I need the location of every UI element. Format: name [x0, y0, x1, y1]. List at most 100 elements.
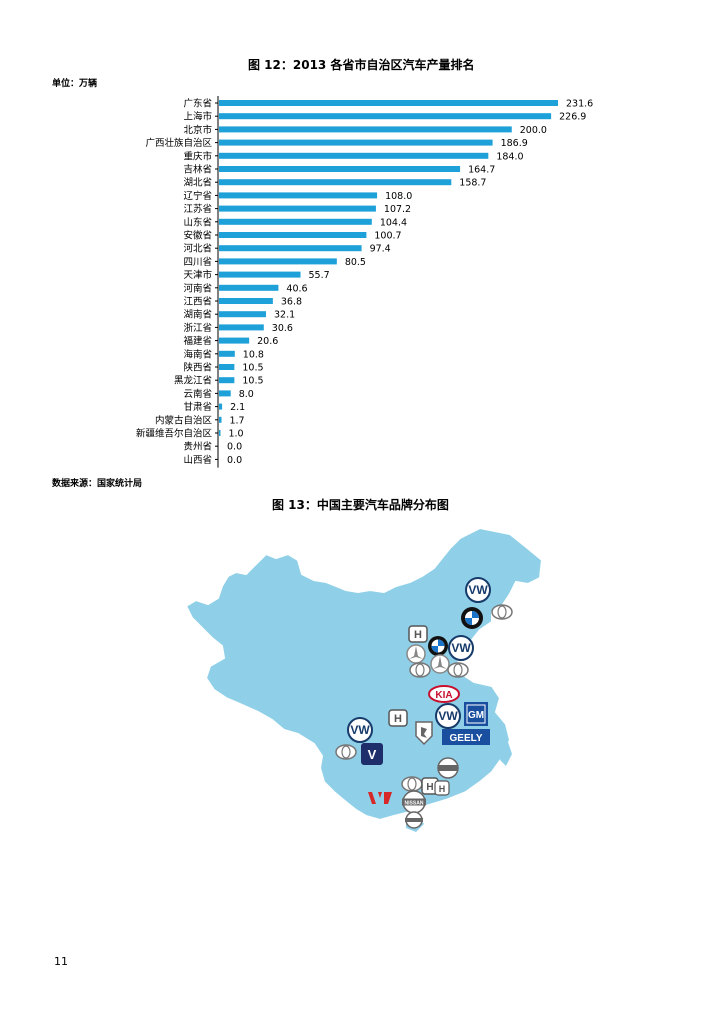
bar — [219, 416, 222, 423]
category-label: 甘肃省 — [183, 401, 212, 413]
nissan-logo-icon: NISSAN — [402, 790, 426, 814]
bar — [219, 377, 235, 384]
gm-logo-icon: GM — [464, 702, 488, 726]
category-label: 北京市 — [183, 124, 212, 136]
category-label: 江苏省 — [183, 203, 212, 215]
bar — [219, 218, 372, 225]
bar — [219, 113, 552, 120]
bar — [219, 245, 362, 252]
toyota-logo-icon — [447, 662, 469, 678]
value-label: 10.5 — [242, 363, 263, 374]
honda-logo-icon — [405, 811, 423, 829]
bar — [219, 205, 376, 212]
value-label: 231.6 — [566, 99, 593, 110]
bmw-logo-icon — [461, 607, 483, 629]
vw-logo-icon: VW — [347, 717, 373, 743]
svg-text:VW: VW — [468, 583, 488, 597]
page-number: 11 — [54, 955, 68, 968]
bar — [219, 337, 250, 344]
bar-chart: 广东省 231.6 上海市 226.9 北京市 200.0 广西壮族自治区 186.9 重庆市 1… — [136, 96, 593, 468]
kia-logo-icon: KIA — [428, 685, 460, 703]
value-label: 100.7 — [374, 231, 401, 242]
svg-text:V: V — [368, 747, 377, 762]
honda-logo-icon: H — [388, 709, 408, 727]
vw-logo-icon: VW — [465, 577, 491, 603]
vw-logo-icon: VW — [448, 635, 474, 661]
category-label: 安徽省 — [183, 230, 212, 242]
category-label: 重庆市 — [183, 150, 212, 162]
svg-text:H: H — [439, 784, 446, 794]
category-label: 天津市 — [183, 269, 212, 281]
bar — [219, 311, 266, 318]
category-label: 广西壮族自治区 — [145, 137, 212, 149]
category-label: 海南省 — [183, 348, 212, 360]
category-label: 山西省 — [183, 454, 212, 466]
mercedes-logo-icon — [406, 644, 426, 664]
category-label: 黑龙江省 — [174, 375, 212, 387]
bar — [219, 179, 452, 186]
toyota-logo-icon — [335, 744, 357, 760]
china-map: VW H VW KIA GM VW GEELY H VW V H H NISSA… — [184, 526, 544, 832]
svg-text:KIA: KIA — [435, 690, 452, 701]
value-label: 97.4 — [370, 244, 391, 255]
value-label: 226.9 — [559, 112, 586, 123]
vw-logo-icon: VW — [435, 703, 461, 729]
source-label: 数据来源：国家统计局 — [52, 479, 143, 489]
category-label: 河南省 — [183, 282, 212, 294]
category-label: 江西省 — [183, 296, 212, 308]
unit-label: 单位：万辆 — [52, 79, 98, 89]
value-label: 108.0 — [385, 191, 412, 202]
category-label: 福建省 — [183, 335, 212, 347]
value-label: 107.2 — [384, 204, 411, 215]
value-label: 30.6 — [272, 323, 293, 334]
geely-logo-icon: GEELY — [442, 729, 490, 745]
bar — [219, 192, 378, 199]
honda-logo-icon: H — [434, 780, 450, 796]
bar — [219, 166, 461, 172]
category-label: 河北省 — [183, 243, 212, 255]
bmw-logo-icon — [428, 636, 448, 656]
category-label: 云南省 — [183, 388, 212, 400]
bar — [219, 350, 235, 357]
value-label: 20.6 — [257, 336, 278, 347]
value-label: 200.0 — [520, 125, 547, 136]
china-map-shape — [184, 526, 544, 822]
value-label: 184.0 — [496, 151, 523, 162]
svg-text:GEELY: GEELY — [450, 733, 483, 744]
peugeot-logo-icon — [415, 721, 433, 746]
bar — [219, 403, 223, 410]
value-label: 1.7 — [229, 415, 244, 426]
svg-text:H: H — [414, 629, 422, 641]
bar — [219, 152, 489, 159]
category-label: 广东省 — [183, 98, 212, 110]
map-title: 图 13：中国主要汽车品牌分布图 — [272, 498, 449, 512]
honda-logo-icon: H — [421, 777, 439, 795]
value-label: 40.6 — [286, 283, 307, 294]
category-label: 辽宁省 — [183, 190, 212, 202]
value-label: 36.8 — [281, 297, 302, 308]
value-label: 164.7 — [468, 165, 495, 176]
svg-text:NISSAN: NISSAN — [405, 801, 424, 807]
value-label: 2.1 — [230, 402, 245, 413]
svg-text:VW: VW — [451, 641, 471, 655]
changan-logo-icon: V — [361, 743, 383, 765]
category-label: 湖北省 — [183, 177, 212, 189]
value-label: 10.5 — [242, 376, 263, 387]
svg-text:GM: GM — [468, 710, 484, 721]
svg-text:H: H — [426, 782, 433, 793]
bar — [219, 100, 558, 106]
bar — [219, 126, 512, 133]
toyota-logo-icon — [409, 662, 431, 678]
toyota-logo-icon — [401, 776, 423, 792]
value-label: 8.0 — [239, 389, 254, 400]
taiwan-island — [500, 742, 512, 766]
value-label: 10.8 — [243, 349, 264, 360]
svg-text:VW: VW — [350, 723, 370, 737]
bar — [219, 232, 367, 238]
bar — [219, 430, 221, 436]
value-label: 80.5 — [345, 257, 366, 268]
bar — [219, 284, 279, 291]
bar — [219, 271, 301, 278]
bar — [219, 298, 273, 304]
value-label: 158.7 — [459, 178, 486, 189]
